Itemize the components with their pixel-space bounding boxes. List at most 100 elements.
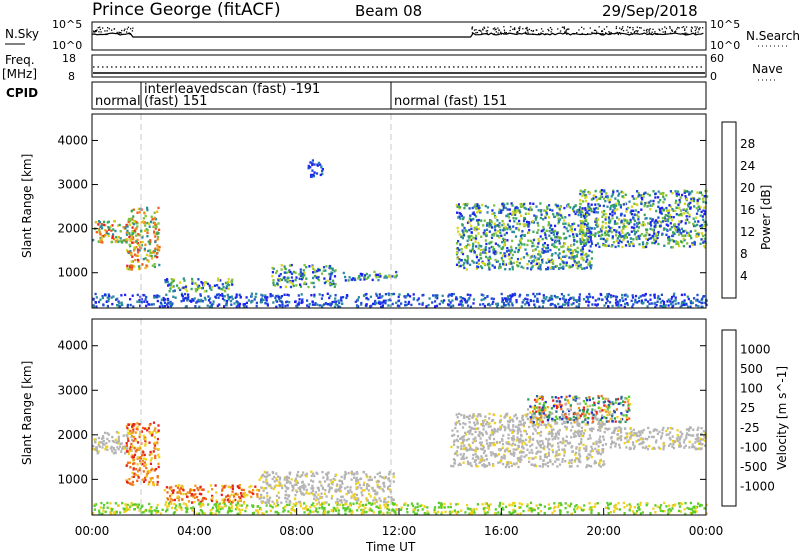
heatmap-cell — [114, 438, 117, 441]
heatmap-cell — [555, 264, 558, 268]
heatmap-cell — [525, 443, 528, 447]
heatmap-cell — [154, 247, 157, 250]
heatmap-cell — [322, 487, 325, 491]
heatmap-cell — [225, 285, 228, 288]
heatmap-cell — [318, 293, 321, 296]
heatmap-cell — [660, 221, 663, 224]
heatmap-cell — [569, 206, 572, 209]
heatmap-cell — [617, 244, 620, 248]
heatmap-cell — [660, 293, 663, 296]
noise-search-dot — [517, 31, 519, 33]
heatmap-cell — [558, 266, 561, 270]
heatmap-cell — [154, 223, 157, 226]
heatmap-cell — [532, 259, 535, 262]
heatmap-cell — [609, 219, 612, 223]
heatmap-cell — [533, 295, 537, 298]
heatmap-cell — [534, 305, 537, 309]
heatmap-cell — [483, 262, 486, 265]
noise-search-dot — [504, 31, 506, 33]
heatmap-cell — [275, 271, 278, 275]
heatmap-cell — [703, 224, 706, 228]
heatmap-cell — [550, 261, 553, 264]
heatmap-cell — [629, 237, 632, 240]
heatmap-cell — [546, 461, 549, 464]
heatmap-cell — [657, 190, 660, 193]
heatmap-cell — [197, 285, 200, 288]
heatmap-cell — [469, 214, 472, 217]
heatmap-cell — [693, 224, 696, 228]
heatmap-cell — [329, 275, 332, 278]
heatmap-cell — [314, 302, 317, 305]
heatmap-cell — [148, 242, 151, 246]
heatmap-cell — [280, 264, 283, 267]
heatmap-cell — [512, 261, 515, 265]
heatmap-cell — [680, 293, 683, 297]
noise-search-dot — [525, 32, 527, 34]
heatmap-cell — [637, 215, 640, 218]
heatmap-cell — [504, 413, 507, 416]
heatmap-cell — [266, 474, 269, 477]
heatmap-cell — [583, 244, 586, 247]
heatmap-cell — [511, 268, 514, 271]
heatmap-cell — [327, 484, 330, 488]
heatmap-cell — [466, 304, 470, 307]
heatmap-cell — [583, 267, 586, 270]
heatmap-cell — [383, 499, 386, 502]
heatmap-cell — [507, 302, 510, 305]
heatmap-cell — [615, 229, 618, 232]
heatmap-cell — [154, 456, 157, 460]
noise-search-dot — [694, 29, 697, 32]
date-label: 29/Sep/2018 — [602, 2, 698, 20]
heatmap-cell — [287, 294, 290, 297]
heatmap-cell — [266, 302, 269, 306]
heatmap-cell — [148, 470, 151, 474]
noise-search-dot — [518, 29, 520, 31]
heatmap-cell — [590, 427, 593, 430]
heatmap-cell — [536, 292, 539, 296]
heatmap-cell — [587, 254, 590, 257]
heatmap-cell — [585, 300, 588, 303]
heatmap-cell — [625, 236, 628, 239]
noise-search-dot — [699, 27, 701, 29]
heatmap-cell — [494, 229, 497, 232]
heatmap-cell — [578, 446, 581, 450]
heatmap-cell — [551, 463, 554, 466]
heatmap-cell — [485, 464, 488, 467]
heatmap-cell — [570, 436, 573, 439]
heatmap-cell — [312, 487, 315, 490]
heatmap-cell — [276, 282, 279, 285]
heatmap-cell — [452, 458, 455, 461]
heatmap-cell — [128, 477, 131, 481]
heatmap-cell — [182, 492, 185, 496]
heatmap-cell — [136, 425, 139, 429]
heatmap-cell — [285, 271, 288, 274]
heatmap-cell — [671, 234, 674, 238]
heatmap-cell — [138, 468, 141, 472]
heatmap-cell — [145, 264, 148, 267]
heatmap-cell — [637, 296, 641, 300]
heatmap-cell — [703, 206, 706, 209]
heatmap-cell — [571, 425, 574, 428]
heatmap-cell — [574, 248, 577, 252]
heatmap-cell — [644, 298, 647, 302]
heatmap-cell — [127, 232, 130, 235]
heatmap-cell — [645, 231, 648, 234]
heatmap-cell — [116, 238, 119, 241]
heatmap-cell — [608, 218, 611, 221]
heatmap-cell — [466, 430, 470, 433]
heatmap-cell — [688, 221, 691, 224]
heatmap-cell — [226, 498, 229, 502]
heatmap-cell — [261, 501, 264, 504]
heatmap-cell — [395, 301, 398, 304]
heatmap-cell — [577, 264, 580, 268]
heatmap-cell — [561, 460, 564, 463]
heatmap-cell — [525, 438, 528, 442]
heatmap-cell — [610, 230, 613, 234]
heatmap-cell — [149, 479, 152, 482]
heatmap-cell — [496, 243, 500, 247]
heatmap-cell — [532, 238, 535, 242]
heatmap-cell — [186, 289, 189, 293]
heatmap-cell — [127, 439, 130, 442]
heatmap-cell — [641, 224, 645, 227]
heatmap-cell — [179, 288, 182, 292]
